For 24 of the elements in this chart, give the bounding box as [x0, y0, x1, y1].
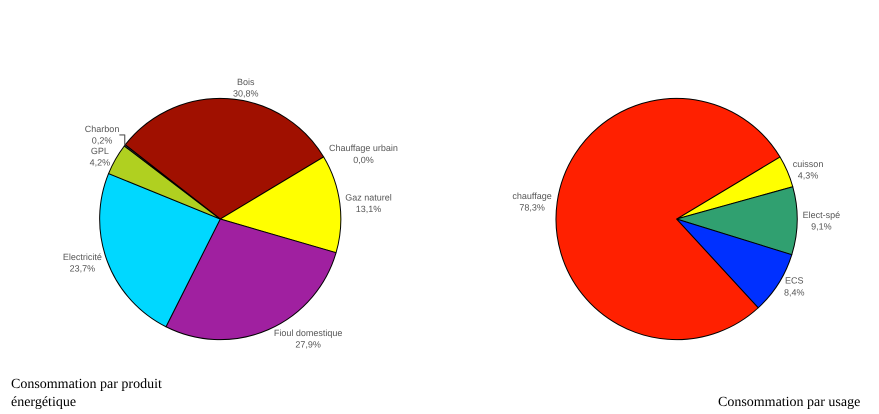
- slice-label: ECS: [784, 276, 804, 286]
- slice-label: Charbon: [84, 124, 120, 134]
- slice-label: Bois: [237, 77, 256, 88]
- slice-label: GPL: [90, 146, 109, 156]
- slice-label: Electricité: [62, 252, 102, 262]
- slice-label: Fioul domestique: [274, 328, 342, 338]
- data-label: 4,3%: [798, 170, 818, 181]
- data-label: 0,2%: [92, 136, 112, 146]
- data-label: 78,3%: [519, 202, 545, 212]
- category-label: Chauffage urbain: [329, 143, 398, 154]
- data-label: 30,8%: [233, 88, 259, 99]
- text: Consommation par produit énergétique: [11, 377, 162, 410]
- data-label: 27,9%: [295, 340, 321, 350]
- data-label: 13,1%: [356, 204, 382, 214]
- data-label: 4,2%: [90, 157, 110, 168]
- slice-label: chauffage: [512, 190, 552, 201]
- text: Consommation par usage: [718, 395, 860, 410]
- slice-label: Gaz naturel: [345, 192, 392, 202]
- data-label: 9,1%: [811, 222, 832, 232]
- data-label: 23,7%: [70, 264, 96, 274]
- text: 0,0%: [353, 154, 374, 165]
- slice-label: Elect-spé: [802, 210, 840, 220]
- slice-label: cuisson: [792, 158, 824, 169]
- data-label: 8,4%: [784, 287, 804, 298]
